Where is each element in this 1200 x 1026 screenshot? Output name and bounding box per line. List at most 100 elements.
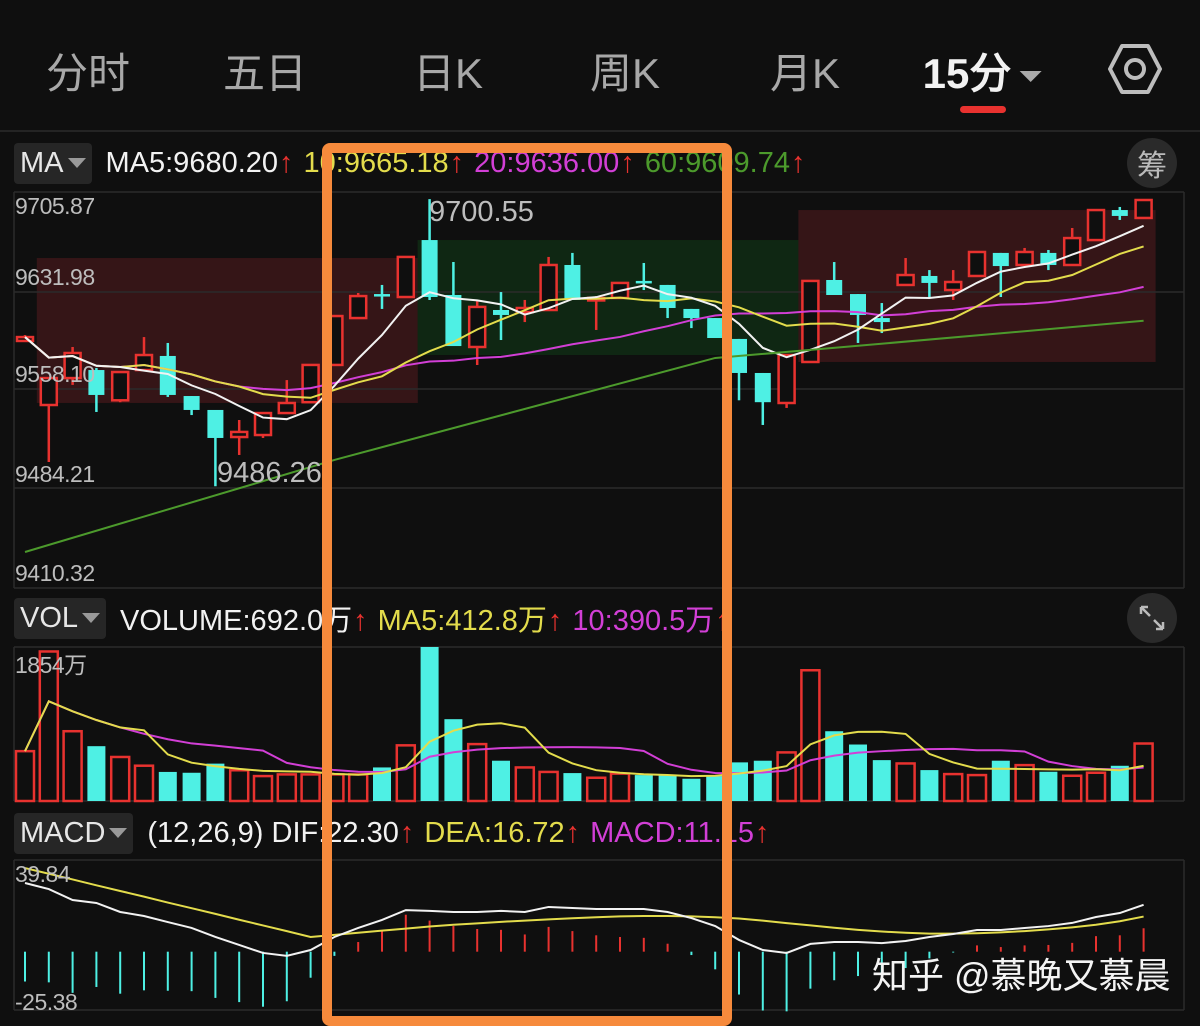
- volume-bar-up: [133, 764, 155, 803]
- candle-down: [850, 294, 866, 315]
- dea-line: [24, 867, 1144, 938]
- volume-bar-up: [776, 751, 797, 803]
- ma5-value: MA5:9680.20↑: [105, 146, 294, 179]
- volume-bar-down: [158, 771, 177, 801]
- vol-ma10-value: 10:390.5万↑: [572, 605, 730, 637]
- volume-bar-down: [920, 770, 939, 801]
- ma-indicator-selector[interactable]: MA: [14, 142, 92, 184]
- watermark: 知乎 @慕晚又慕晨: [872, 955, 1171, 996]
- tab-five-day[interactable]: 五日: [222, 50, 308, 97]
- dif-line: [24, 882, 1144, 957]
- price-tick: 9705.87: [15, 193, 95, 219]
- candle-down: [564, 264, 581, 300]
- volume-bar-down: [706, 776, 725, 801]
- tab-15min[interactable]: 15分: [923, 40, 1042, 101]
- candle-up: [63, 351, 82, 380]
- vol-ma5-value: MA5:412.8万↑: [377, 605, 563, 637]
- volume-bar-up: [1061, 774, 1083, 803]
- candle-up: [134, 353, 154, 372]
- candle-down: [707, 318, 724, 339]
- volume-bar-down: [658, 775, 677, 801]
- volume-bar-down: [730, 762, 748, 801]
- candle-down: [683, 308, 700, 319]
- price-tick: 9410.32: [15, 560, 95, 586]
- vol-indicator-selector[interactable]: VOL: [14, 597, 107, 639]
- volume-bar-down: [87, 746, 106, 801]
- candle-up: [1015, 250, 1034, 267]
- expand-arrows-icon[interactable]: [1127, 593, 1177, 643]
- volume-bar-up: [14, 749, 36, 803]
- tab-monthly-k[interactable]: 月K: [769, 50, 841, 97]
- tab-15min-label: 15分: [922, 50, 1012, 97]
- candle-down: [207, 409, 224, 438]
- volume-bar-up: [538, 770, 559, 803]
- candle-down: [493, 310, 509, 315]
- volume-bar-up: [1133, 742, 1154, 803]
- volume-bar-up: [895, 762, 916, 803]
- volume-bar-up: [109, 755, 131, 803]
- ma10-value: 10:9665.18↑: [303, 146, 465, 179]
- macd-indicator-selector[interactable]: MACD: [14, 812, 134, 854]
- chip-distribution-button[interactable]: 筹: [1127, 138, 1177, 188]
- candle-down: [88, 370, 105, 395]
- candle-down: [873, 318, 890, 323]
- volume-value: VOLUME:692.0万↑: [120, 605, 368, 637]
- moving-average-lines: [24, 224, 1145, 553]
- volume-bar-up: [942, 772, 964, 803]
- volume-bar-up: [585, 776, 607, 803]
- volume-bar-up: [800, 669, 821, 803]
- min-price-label: 9486.26: [217, 457, 322, 489]
- candle-up: [348, 294, 368, 320]
- candle-down: [183, 396, 200, 410]
- candle-down: [826, 279, 843, 295]
- candle-up: [1062, 236, 1082, 267]
- volume-bar-up: [62, 729, 83, 803]
- candle-up: [39, 376, 59, 407]
- candle-up: [777, 353, 796, 405]
- candle-down: [659, 284, 676, 308]
- tab-daily-k[interactable]: 日K: [412, 50, 484, 97]
- vol-selector-label: VOL: [20, 601, 79, 634]
- candle-up: [539, 263, 558, 312]
- volume-ma-lines: [24, 700, 1144, 778]
- tab-weekly-k[interactable]: 周K: [589, 50, 661, 97]
- volume-bar-down: [563, 773, 582, 801]
- ma-legend: MA MA5:9680.20↑ 10:9665.18↑ 20:9636.00↑ …: [14, 141, 815, 185]
- dropdown-triangle-icon: [82, 613, 101, 623]
- candle-up: [253, 411, 273, 437]
- volume-bar-down: [1039, 771, 1058, 801]
- candle-up: [229, 430, 249, 439]
- dropdown-triangle-icon: [109, 828, 128, 838]
- period-tab-bar: 分时 五日 日K 周K 月K 15分: [0, 0, 1200, 132]
- candlesticks: [15, 198, 1153, 487]
- volume-bar-up: [252, 774, 274, 803]
- candle-down: [635, 280, 652, 284]
- volume-bar-down: [634, 775, 653, 801]
- volume-bar-down: [682, 778, 701, 801]
- volume-bar-up: [347, 773, 369, 803]
- macd-legend: MACD (12,26,9) DIF:22.30↑ DEA:16.72↑ MAC…: [14, 811, 780, 855]
- candle-down: [445, 294, 462, 347]
- volume-bar-down: [872, 760, 891, 801]
- candle-up: [967, 250, 987, 278]
- price-tick: 9484.21: [15, 461, 95, 487]
- macd-min-tick: -25.38: [15, 989, 78, 1015]
- max-price-label: 9700.55: [429, 196, 534, 228]
- tab-intraday[interactable]: 分时: [45, 50, 131, 97]
- ma5-line: [24, 224, 1145, 421]
- candle-down: [992, 252, 1009, 267]
- price-tick: 9631.98: [15, 264, 95, 290]
- candle-up: [325, 314, 344, 367]
- volume-bar-up: [324, 773, 345, 803]
- volume-bar-up: [300, 773, 321, 803]
- macd-selector-label: MACD: [20, 816, 106, 849]
- macd-value: MACD:11.15↑: [590, 816, 770, 849]
- dea-value: DEA:16.72↑: [424, 816, 581, 849]
- volume-bar-down: [373, 767, 391, 801]
- chevron-down-icon: [1019, 71, 1042, 83]
- volume-bar-down: [825, 731, 844, 801]
- settings-hexagon-icon[interactable]: [1108, 42, 1162, 96]
- volume-bar-up: [1014, 763, 1035, 803]
- ma-selector-label: MA: [20, 146, 64, 179]
